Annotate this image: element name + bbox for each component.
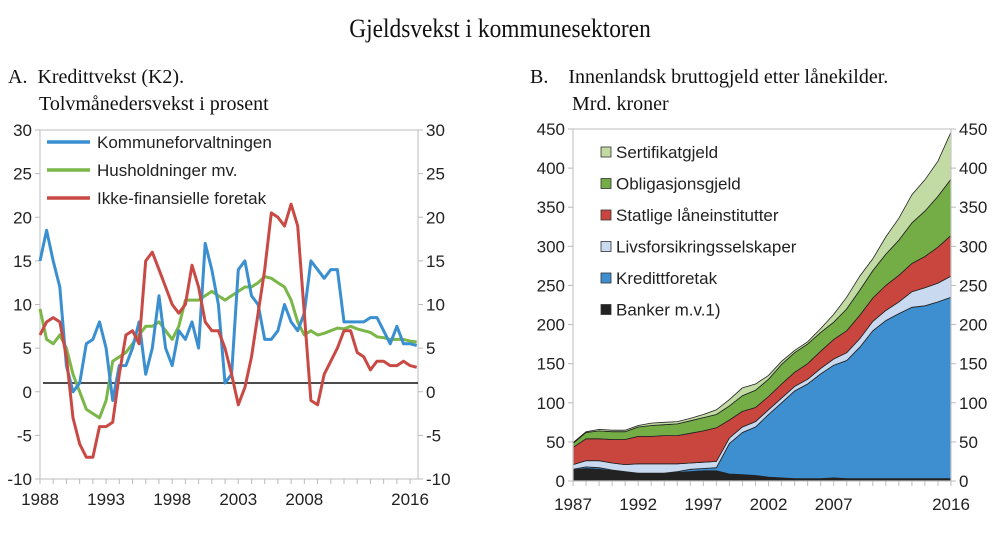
- y-tick-label-right: 300: [959, 237, 987, 256]
- y-tick-label-right: 10: [426, 296, 445, 315]
- x-tick-label: 2016: [932, 495, 970, 514]
- y-tick-label-left: 450: [537, 120, 565, 139]
- y-tick-label-left: 200: [537, 316, 565, 335]
- legend-label: Livsforsikringsselskaper: [616, 238, 797, 257]
- y-tick-label-right: 20: [426, 208, 445, 227]
- panel-b-letter: B.: [530, 66, 549, 88]
- legend-label: Banker m.v.1): [616, 301, 721, 320]
- legend-swatch: [600, 178, 612, 189]
- y-tick-label-right: 15: [426, 252, 445, 271]
- x-tick-label: 1988: [21, 490, 59, 509]
- chart-b: 0 0 50 50 100 100 150 150 200 200 250 250 300 300 350 3…: [537, 120, 988, 514]
- panel-a-title-line1: Kredittvekst (K2).: [37, 66, 185, 88]
- y-tick-label-left: 150: [537, 355, 565, 374]
- y-tick-label-left: 20: [13, 208, 32, 227]
- y-tick-label-right: 350: [959, 198, 987, 217]
- y-tick-label-left: 30: [13, 121, 32, 140]
- legend-label: Statlige låneinstitutter: [616, 206, 779, 225]
- panel-a-title-line2: Tolvmånedersvekst i prosent: [39, 93, 269, 115]
- series-line-ikke-finansielle-foretak: [38, 202, 418, 459]
- y-tick-label-right: 100: [959, 394, 987, 413]
- y-tick-label-left: 25: [13, 165, 32, 184]
- y-tick-label-left: 15: [13, 252, 32, 271]
- panel-a-title: A. Kredittvekst (K2). Tolvmånedersvekst …: [8, 64, 269, 118]
- panel-b-title-line2: Mrd. kroner: [572, 93, 669, 115]
- x-tick-label: 1998: [153, 490, 191, 509]
- y-tick-label-right: 50: [959, 433, 978, 452]
- y-tick-label-left: 5: [23, 339, 32, 358]
- y-tick-label-right: 200: [959, 316, 987, 335]
- legend-label: Kommuneforvaltningen: [97, 133, 272, 152]
- x-tick-label: 2002: [750, 495, 788, 514]
- x-tick-label: 2003: [219, 490, 257, 509]
- x-tick-label: 2016: [391, 490, 429, 509]
- legend-swatch: [600, 146, 612, 158]
- legend-label: Obligasjonsgjeld: [616, 175, 741, 194]
- y-tick-label-left: 0: [556, 472, 565, 491]
- x-tick-label: 1997: [684, 495, 722, 514]
- y-tick-label-left: 100: [537, 394, 565, 413]
- plot-frame: [572, 128, 952, 482]
- y-tick-label-left: 400: [537, 159, 565, 178]
- y-tick-label-left: 300: [537, 237, 565, 256]
- y-tick-label-right: 250: [959, 276, 987, 295]
- y-tick-label-right: 150: [959, 355, 987, 374]
- x-tick-label: 2008: [285, 490, 323, 509]
- x-tick-label: 1992: [619, 495, 657, 514]
- y-tick-label-right: 450: [959, 120, 987, 139]
- y-tick-label-right: 400: [959, 159, 987, 178]
- series-line-husholdninger-mv-: [38, 275, 417, 420]
- y-tick-label-right: -10: [426, 470, 451, 489]
- y-tick-label-left: -10: [7, 470, 32, 489]
- figure-title: Gjeldsvekst i kommunesektoren: [349, 14, 651, 43]
- plot-frame: [39, 129, 419, 480]
- legend-label: Husholdninger mv.: [97, 161, 237, 180]
- x-tick-label: 1993: [87, 490, 125, 509]
- y-tick-label-right: 0: [426, 383, 435, 402]
- legend-swatch: [600, 209, 612, 221]
- series-line-kommuneforvaltningen: [38, 228, 418, 402]
- x-tick-label: 2007: [815, 495, 853, 514]
- legend-swatch: [600, 241, 612, 252]
- x-tick-label: 1987: [554, 495, 592, 514]
- chart-a: -10 -10 -5 -5 0 0 5 5 10 10 15 15 20 20 25 25 30 30 1988 19…: [7, 121, 450, 509]
- y-tick-label-right: 25: [426, 165, 445, 184]
- legend-swatch: [600, 272, 612, 284]
- legend-label: Ikke-finansielle foretak: [97, 189, 267, 208]
- panel-b-title-line1: Innenlandsk bruttogjeld etter lånekilder…: [568, 66, 889, 88]
- legend-label: Kredittforetak: [616, 269, 718, 288]
- y-tick-label-right: -5: [426, 426, 441, 445]
- y-tick-label-left: 250: [537, 276, 565, 295]
- panel-b-title: B. Innenlandsk bruttogjeld etter lånekil…: [530, 64, 888, 118]
- y-tick-label-left: 50: [546, 433, 565, 452]
- y-tick-label-right: 30: [426, 121, 445, 140]
- legend-label: Sertifikatgjeld: [616, 143, 718, 162]
- legend-swatch: [600, 304, 612, 315]
- panel-a-letter: A.: [8, 66, 28, 88]
- y-tick-label-left: 10: [13, 296, 32, 315]
- y-tick-label-left: 0: [23, 383, 32, 402]
- y-tick-label-left: 350: [537, 198, 565, 217]
- y-tick-label-left: -5: [17, 426, 32, 445]
- y-tick-label-right: 0: [959, 472, 968, 491]
- y-tick-label-right: 5: [426, 339, 435, 358]
